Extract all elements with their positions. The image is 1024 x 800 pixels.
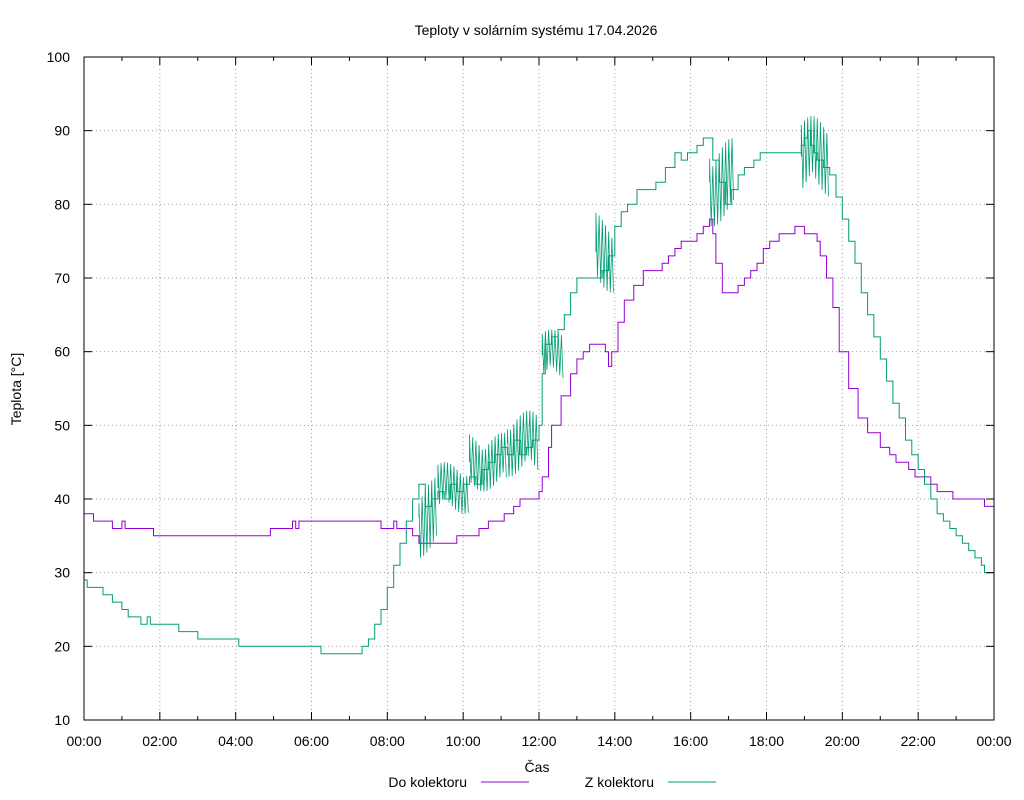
series-noise-z-kolektoru [541, 329, 564, 379]
x-tick-label: 16:00 [673, 733, 708, 749]
x-tick-label: 08:00 [370, 733, 405, 749]
x-tick-label: 14:00 [597, 733, 632, 749]
tick-labels: 00:00 02:00 04:00 06:00 08:00 10:00 12:00 14:00… [47, 49, 1012, 749]
x-tick-label: 04:00 [218, 733, 253, 749]
series-lines [84, 115, 994, 655]
y-tick-label: 30 [54, 565, 70, 581]
x-tick-label: 06:00 [294, 733, 329, 749]
series-noise-z-kolektoru [709, 138, 734, 227]
series-noise-z-kolektoru [800, 115, 829, 197]
y-tick-label: 20 [54, 638, 70, 654]
legend-label-do-kolektoru: Do kolektoru [388, 774, 467, 790]
x-tick-label: 20:00 [825, 733, 860, 749]
series-noise-z-kolektoru [437, 462, 469, 514]
x-tick-label: 12:00 [521, 733, 556, 749]
y-tick-label: 50 [54, 417, 70, 433]
y-tick-label: 80 [54, 196, 70, 212]
x-tick-label: 10:00 [446, 733, 481, 749]
y-tick-label: 60 [54, 344, 70, 360]
x-tick-label: 00:00 [66, 733, 101, 749]
x-tick-label: 22:00 [901, 733, 936, 749]
y-tick-label: 10 [54, 712, 70, 728]
chart-title: Teploty v solárním systému 17.04.2026 [415, 22, 658, 38]
y-tick-label: 40 [54, 491, 70, 507]
x-tick-label: 18:00 [749, 733, 784, 749]
legend: Do kolektoru Z kolektoru [388, 774, 716, 790]
series-line-do-kolektoru [84, 218, 994, 544]
x-tick-label: 00:00 [976, 733, 1011, 749]
y-axis-label: Teplota [°C] [8, 353, 24, 426]
series-noise-z-kolektoru [418, 477, 437, 558]
series-noise-z-kolektoru [595, 212, 614, 293]
series-noise-z-kolektoru [507, 410, 539, 477]
y-tick-label: 90 [54, 123, 70, 139]
y-tick-label: 100 [47, 49, 71, 65]
legend-label-z-kolektoru: Z kolektoru [585, 774, 654, 790]
x-tick-label: 02:00 [142, 733, 177, 749]
y-tick-label: 70 [54, 270, 70, 286]
x-axis-label: Čas [525, 759, 550, 775]
series-noise-z-kolektoru [469, 432, 507, 492]
axis-ticks [83, 56, 995, 721]
